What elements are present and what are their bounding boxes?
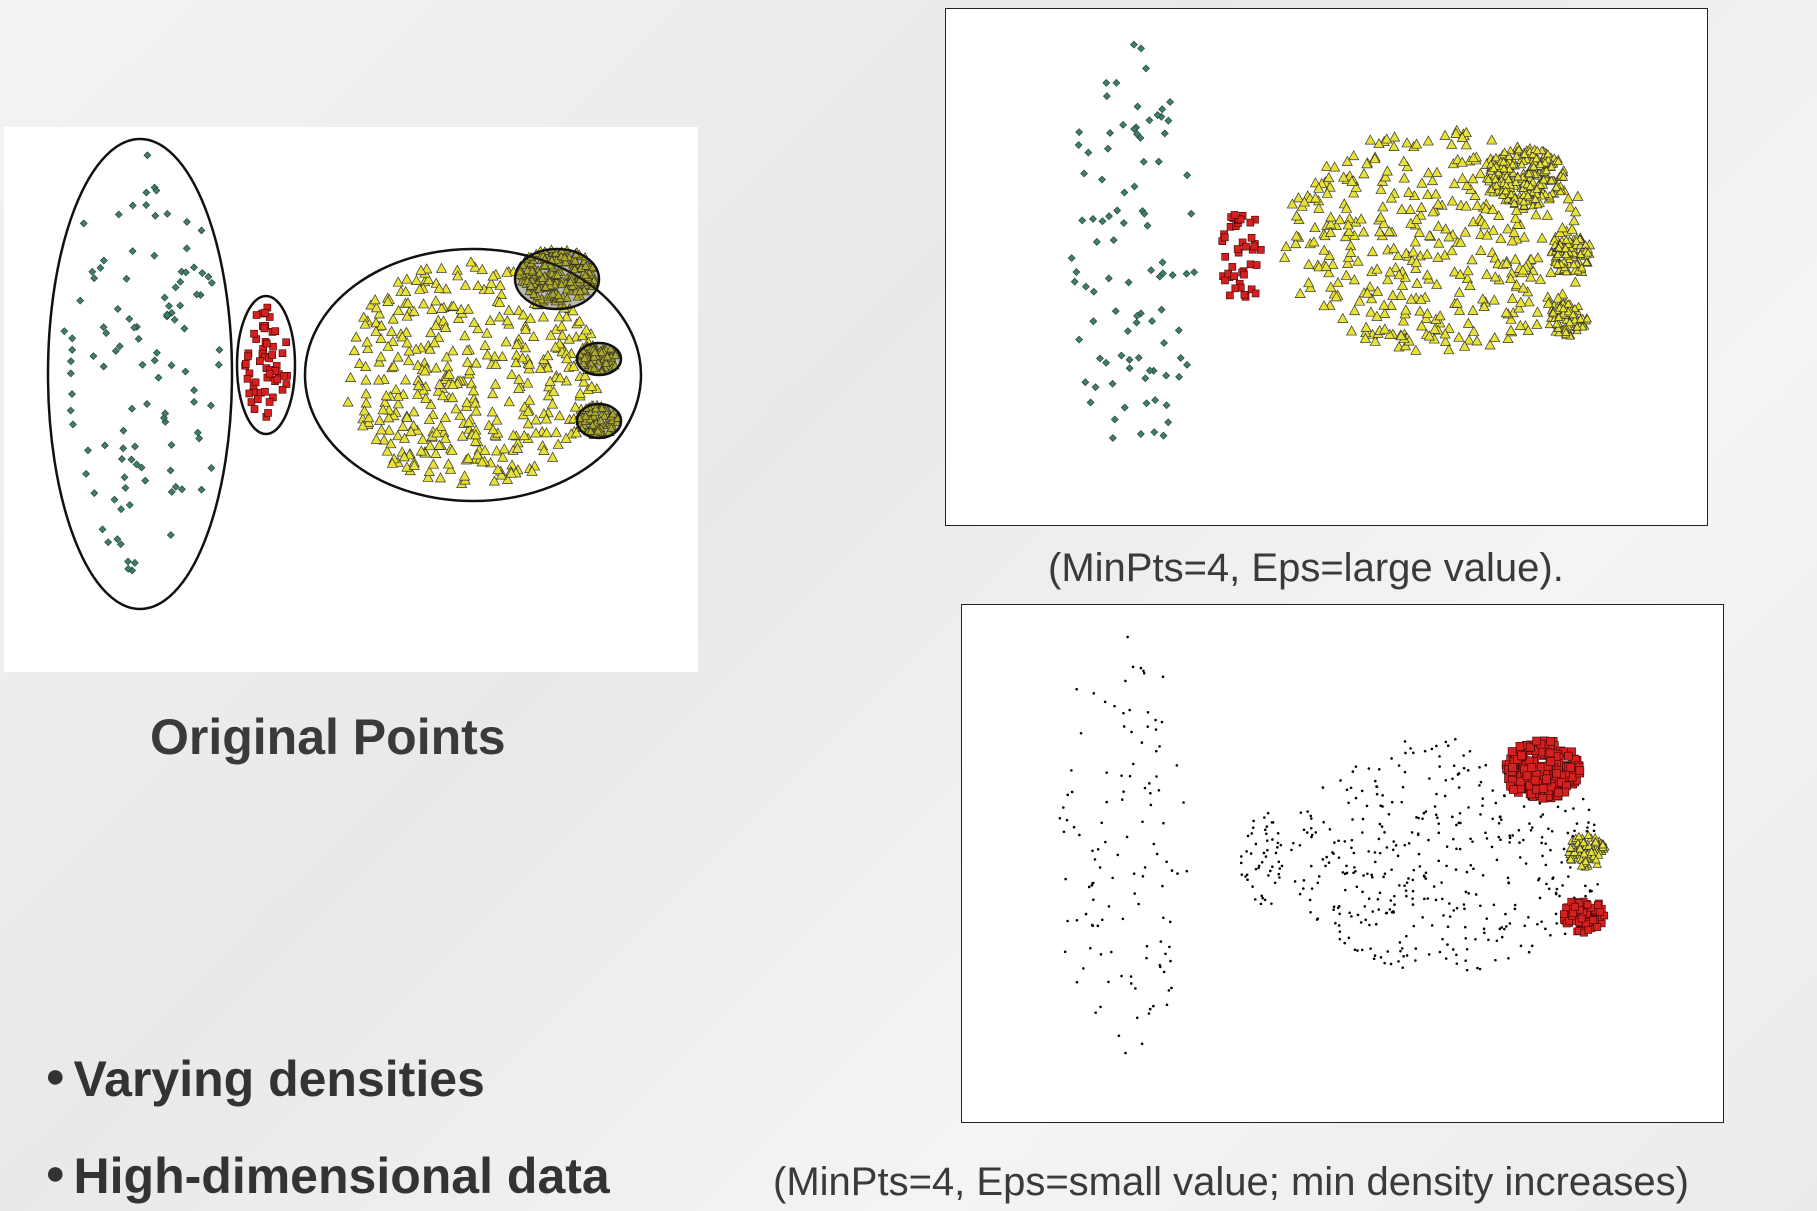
- bullet-item-varying-densities: ● Varying densities: [45, 1050, 485, 1108]
- bullet-dot-icon: ●: [45, 1057, 66, 1096]
- dense-cluster-low-outline: [575, 402, 623, 440]
- red-cluster: [1218, 211, 1265, 301]
- dense-cluster-top-outline: [513, 247, 601, 311]
- noise-mid: [1239, 811, 1284, 906]
- small-eps-caption: (MinPts=4, Eps=small value; min density …: [773, 1160, 1689, 1204]
- large-eps-scatter: [1067, 40, 1596, 442]
- bullet-text: Varying densities: [73, 1051, 485, 1107]
- teal-cluster: [1067, 40, 1199, 442]
- red-dense-low: [1560, 897, 1609, 937]
- teal-cluster-outline: [46, 137, 234, 611]
- original-points-figure: [4, 127, 698, 672]
- dense-cluster-low: [574, 399, 623, 439]
- bullet-dot-icon: ●: [45, 1154, 66, 1193]
- dense-cluster-mid: [1546, 233, 1595, 276]
- red-cluster: [241, 303, 291, 421]
- small-eps-scatter: [1058, 635, 1610, 1055]
- bullet-text: High-dimensional data: [73, 1148, 610, 1204]
- original-points-caption: Original Points: [150, 709, 506, 765]
- yellow-dense-mid: [1564, 830, 1610, 871]
- small-eps-figure: [961, 604, 1724, 1123]
- red-cluster-outline: [235, 294, 297, 436]
- red-dense-top: [1501, 736, 1585, 803]
- yellow-cluster-outline: [303, 247, 643, 503]
- noise-left: [1058, 635, 1189, 1055]
- large-eps-caption: (MinPts=4, Eps=large value).: [1048, 546, 1564, 590]
- bullet-item-high-dimensional-data: ● High-dimensional data: [45, 1147, 610, 1205]
- dense-cluster-mid-outline: [575, 341, 623, 377]
- dense-cluster-top: [1481, 143, 1569, 211]
- dense-cluster-low: [1544, 297, 1592, 340]
- large-eps-figure: [945, 8, 1708, 526]
- teal-cluster: [60, 151, 224, 575]
- original-points-scatter: [46, 137, 643, 611]
